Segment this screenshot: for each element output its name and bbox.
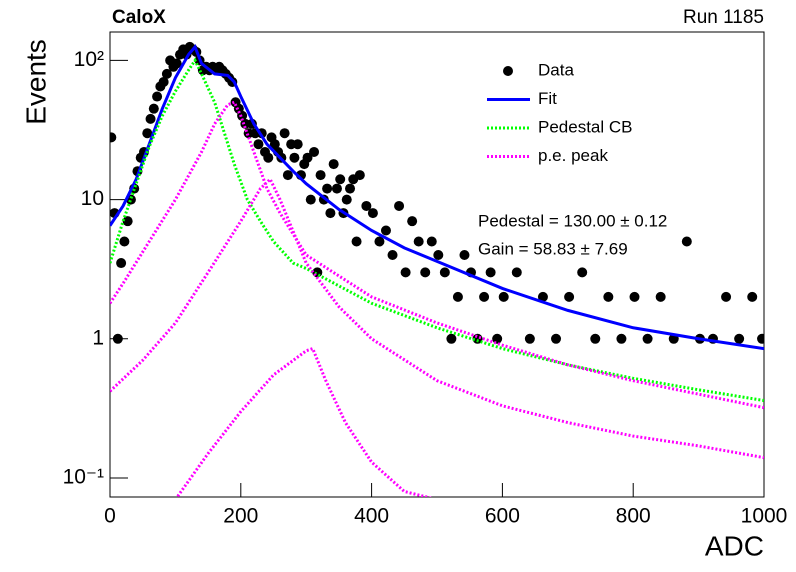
data-point	[315, 170, 326, 181]
legend-marker	[503, 66, 513, 76]
data-point	[407, 216, 418, 227]
data-point	[122, 216, 133, 227]
data-point	[537, 291, 548, 302]
data-point	[524, 333, 535, 344]
data-point	[116, 258, 127, 269]
legend-label: Pedestal CB	[538, 117, 633, 136]
data-point	[145, 113, 156, 124]
data-point	[269, 139, 280, 150]
x-tick-label: 800	[616, 505, 651, 528]
data-point	[498, 291, 509, 302]
chart-title: CaloX	[112, 7, 166, 28]
data-point	[629, 291, 640, 302]
data-point	[152, 91, 163, 102]
curve	[110, 44, 764, 351]
data-point	[374, 236, 385, 247]
legend-label: p.e. peak	[538, 146, 608, 165]
data-point	[361, 200, 372, 211]
curve	[110, 57, 764, 403]
data-point	[642, 333, 653, 344]
legend-label: Data	[538, 60, 574, 79]
data-point	[325, 208, 336, 219]
data-point	[279, 128, 290, 139]
data-point	[292, 139, 303, 150]
data-point	[328, 159, 339, 170]
x-tick-label: 600	[485, 505, 520, 528]
data-point	[426, 236, 437, 247]
x-tick-label: 1000	[741, 505, 788, 528]
data-point	[171, 58, 182, 69]
curve	[110, 176, 764, 460]
data-point	[312, 267, 323, 278]
data-point	[681, 236, 692, 247]
data-point	[387, 249, 398, 260]
data-point	[112, 333, 123, 344]
data-point	[345, 183, 356, 194]
data-point	[305, 194, 316, 205]
x-tick-label: 200	[223, 505, 258, 528]
data-point	[158, 76, 169, 87]
data-point	[309, 146, 320, 157]
data-point	[400, 267, 411, 278]
data-point	[420, 267, 431, 278]
data-point	[459, 249, 470, 260]
data-point	[492, 333, 503, 344]
data-point	[253, 139, 264, 150]
chart-subtitle: Run 1185	[683, 7, 764, 28]
data-point	[341, 194, 352, 205]
curve	[175, 346, 433, 497]
data-point	[452, 291, 463, 302]
data-point	[747, 291, 758, 302]
data-point	[322, 183, 333, 194]
data-point	[331, 183, 342, 194]
data-point	[655, 291, 666, 302]
data-point	[564, 291, 575, 302]
data-point	[433, 249, 444, 260]
data-point	[302, 152, 313, 163]
data-point	[479, 291, 490, 302]
data-point	[394, 200, 405, 211]
y-axis-label: Events	[20, 39, 51, 125]
data-point	[380, 225, 391, 236]
data-point	[551, 333, 562, 344]
x-axis-label: ADC	[705, 530, 764, 561]
data-point	[367, 208, 378, 219]
plot-area	[110, 41, 764, 497]
data-point	[148, 103, 159, 114]
data-point	[757, 333, 764, 344]
x-tick-label: 0	[104, 505, 116, 528]
data-point	[335, 174, 346, 185]
data-point	[413, 236, 424, 247]
data-point	[446, 333, 457, 344]
frame	[109, 31, 765, 498]
data-point	[354, 170, 365, 181]
data-point	[161, 68, 172, 79]
data-point	[616, 333, 627, 344]
curve	[110, 100, 764, 410]
data-point	[590, 333, 601, 344]
y-tick-label: 10²	[74, 48, 104, 71]
data-point	[734, 333, 745, 344]
legend-label: Fit	[538, 89, 557, 108]
data-point	[511, 267, 522, 278]
data-point	[485, 267, 496, 278]
y-tick-label: 1	[92, 326, 104, 349]
data-point	[351, 236, 362, 247]
x-tick-label: 400	[354, 505, 389, 528]
data-point	[263, 152, 274, 163]
y-tick-label: 10	[81, 187, 104, 210]
data-point	[142, 128, 153, 139]
data-point	[439, 267, 450, 278]
data-point	[289, 152, 300, 163]
data-point	[721, 291, 732, 302]
data-point	[603, 291, 614, 302]
data-point	[119, 236, 130, 247]
data-point	[110, 132, 117, 143]
data-point	[577, 267, 588, 278]
data-point	[282, 170, 293, 181]
y-tick-label: 10⁻¹	[63, 466, 104, 489]
annotation: Pedestal = 130.00 ± 0.12	[478, 211, 667, 230]
annotation: Gain = 58.83 ± 7.69	[478, 239, 628, 258]
